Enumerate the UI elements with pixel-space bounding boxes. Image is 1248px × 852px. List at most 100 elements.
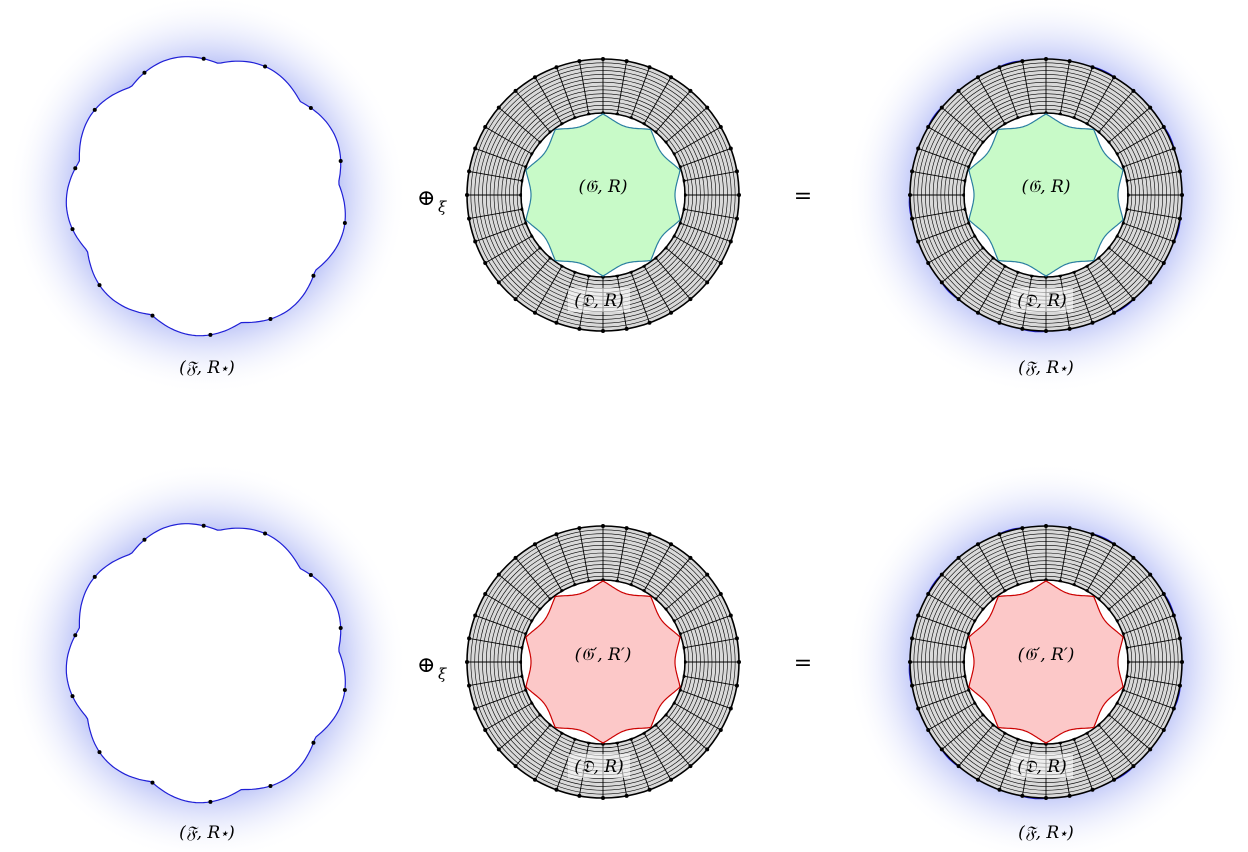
vertex-dot xyxy=(1131,555,1136,560)
boundary-dot xyxy=(263,531,268,536)
vertex-dot xyxy=(533,310,537,315)
spoke-line xyxy=(1116,235,1165,264)
boundary-dot xyxy=(70,694,75,699)
boundary-dot xyxy=(268,316,273,321)
inner-region xyxy=(525,113,681,277)
vertex-dot xyxy=(926,728,931,732)
vertex-dot xyxy=(956,88,961,93)
inner-label: (𝔊, R) xyxy=(579,177,628,197)
spoke-line xyxy=(665,247,708,283)
vertex-dot xyxy=(1112,310,1116,315)
spoke-line xyxy=(515,257,551,300)
vertex-dot xyxy=(1020,793,1025,798)
vertex-dot xyxy=(926,125,931,129)
vertex-dot xyxy=(916,613,921,618)
vertex-dot xyxy=(705,747,710,752)
vertex-dot xyxy=(1090,320,1095,325)
vertex-dot xyxy=(997,532,1002,537)
spoke-line xyxy=(673,702,722,731)
spoke-line xyxy=(655,257,691,300)
spoke-line xyxy=(999,67,1019,119)
outer-label: (𝔇, R) xyxy=(574,757,624,777)
left-figure: (𝔉, R⋆) xyxy=(7,462,407,852)
vertex-dot xyxy=(483,592,488,596)
boundary-dot xyxy=(338,626,343,631)
spoke-line xyxy=(679,615,731,635)
vertex-dot xyxy=(956,764,961,769)
operator: ⊕ ξ xyxy=(417,186,447,216)
vertex-dot xyxy=(465,660,469,664)
vertex-dot xyxy=(683,193,687,197)
spoke-line xyxy=(484,235,533,264)
vertex-dot xyxy=(467,636,472,641)
center-figure: (𝔊, R) (𝔇, R) xyxy=(465,57,741,333)
vertex-dot xyxy=(577,326,582,331)
spoke-line xyxy=(679,222,731,242)
vertex-dot xyxy=(1148,105,1153,110)
vertex-dot xyxy=(728,146,733,151)
outer-label-bg xyxy=(568,754,630,778)
annulus-band xyxy=(467,59,739,331)
vertex-dot xyxy=(705,280,710,285)
boundary-dot xyxy=(70,227,75,232)
spoke-line xyxy=(958,257,994,300)
spoke-line xyxy=(999,738,1019,790)
vertex-dot xyxy=(577,526,582,531)
vertex-dot xyxy=(956,555,961,560)
vertex-dot xyxy=(718,592,723,596)
vertex-dot xyxy=(669,542,673,547)
spoke-line xyxy=(1073,271,1093,323)
vertex-dot xyxy=(601,524,605,528)
vertex-dot xyxy=(1044,329,1048,333)
spoke-line xyxy=(475,615,527,635)
boundary-dot xyxy=(92,574,97,579)
spoke-line xyxy=(941,714,984,750)
spoke-line xyxy=(1021,60,1033,115)
spoke-line xyxy=(999,271,1019,323)
spoke-line xyxy=(1108,574,1151,610)
spoke-line xyxy=(673,593,722,622)
vertex-dot xyxy=(1067,59,1072,64)
vertex-dot xyxy=(669,310,673,315)
vertex-dot xyxy=(533,542,537,547)
spoke-line xyxy=(1086,265,1115,314)
vertex-dot xyxy=(1131,764,1136,769)
spoke-line xyxy=(468,675,523,687)
vertex-dot xyxy=(1161,728,1166,732)
row-2: (𝔉, R⋆) ⊕ ξ (𝔊′, R′) (𝔇, R) = (𝔊′, R′) (… xyxy=(7,462,1246,852)
spoke-line xyxy=(556,738,576,790)
vertex-dot xyxy=(467,683,472,688)
vertex-dot xyxy=(1161,261,1166,265)
vertex-dot xyxy=(962,660,966,664)
spoke-line xyxy=(643,732,672,781)
vertex-dot xyxy=(1177,636,1182,641)
equals-sign: = xyxy=(794,184,812,209)
annulus-band xyxy=(910,526,1182,798)
oplus-symbol: ⊕ xyxy=(417,186,435,211)
vertex-dot xyxy=(1177,683,1182,688)
vertex-dot xyxy=(465,193,469,197)
row-1: (𝔉, R⋆) ⊕ ξ (𝔊, R) (𝔇, R) = (𝔊, R) (𝔇, R… xyxy=(7,0,1246,395)
vertex-dot xyxy=(916,239,921,244)
vertex-dot xyxy=(910,216,915,221)
boundary-dot xyxy=(338,159,343,164)
boundary-dot xyxy=(142,70,147,75)
outer-label: (𝔇, R) xyxy=(574,291,624,311)
spoke-line xyxy=(498,714,541,750)
boundary-dot xyxy=(142,537,147,542)
vertex-dot xyxy=(496,747,501,752)
vertex-dot xyxy=(467,216,472,221)
vertex-dot xyxy=(939,747,944,752)
spoke-line xyxy=(941,247,984,283)
spoke-line xyxy=(911,208,966,220)
spoke-line xyxy=(1116,126,1165,155)
vertex-dot xyxy=(577,793,582,798)
spoke-line xyxy=(665,107,708,143)
spoke-line xyxy=(977,76,1006,125)
spoke-line xyxy=(683,170,738,182)
vertex-dot xyxy=(483,261,488,265)
spoke-line xyxy=(515,90,551,133)
left-label: (𝔉, R⋆) xyxy=(179,358,235,378)
spoke-line xyxy=(556,271,576,323)
